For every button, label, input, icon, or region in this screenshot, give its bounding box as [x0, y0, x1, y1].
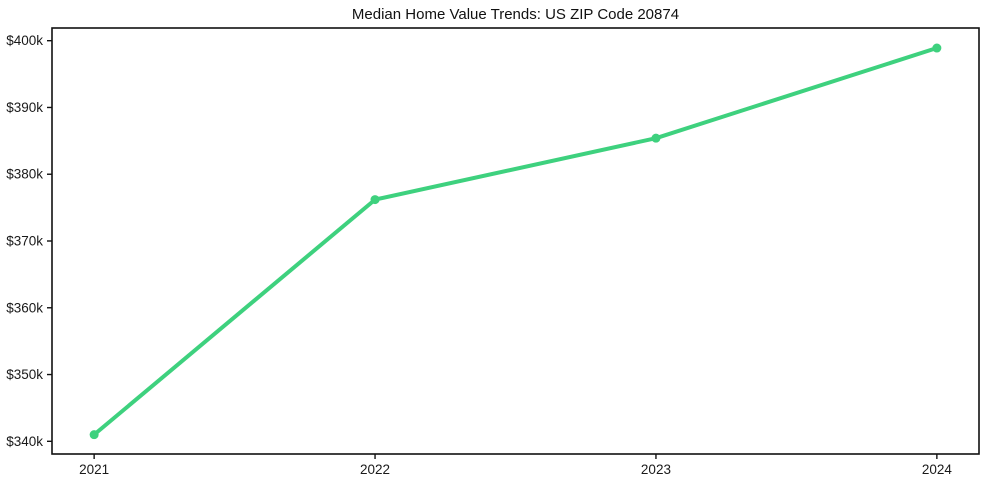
x-tick-label: 2021	[79, 462, 109, 477]
x-tick-label: 2022	[360, 462, 390, 477]
data-point-marker	[89, 430, 99, 440]
x-tick-label: 2024	[922, 462, 953, 477]
y-tick-label: $390k	[6, 100, 43, 115]
y-tick-label: $380k	[6, 167, 43, 182]
y-tick-label: $340k	[6, 434, 43, 449]
x-tick-label: 2023	[641, 462, 671, 477]
y-tick-label: $400k	[6, 33, 43, 48]
y-tick-label: $370k	[6, 234, 43, 249]
y-tick-label: $360k	[6, 300, 43, 315]
data-point-marker	[651, 133, 661, 143]
plot-border	[51, 27, 980, 455]
data-point-marker	[370, 195, 380, 205]
chart-title: Median Home Value Trends: US ZIP Code 20…	[351, 6, 680, 23]
y-tick-label: $350k	[6, 367, 43, 382]
data-point-marker	[932, 43, 942, 53]
trend-line	[92, 46, 939, 437]
